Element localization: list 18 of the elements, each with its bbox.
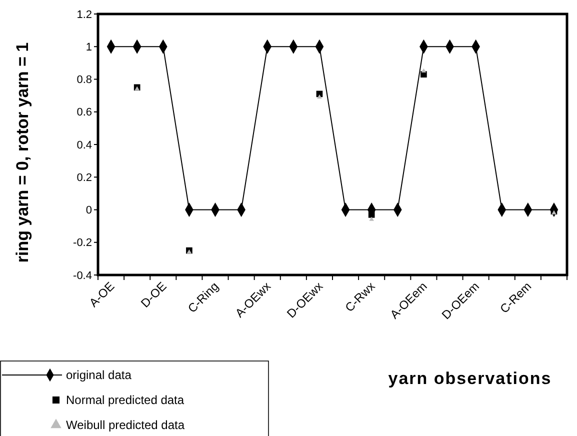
y-tick-label: 0	[86, 204, 92, 217]
y-tick-label: 0.6	[76, 106, 92, 119]
legend-label: original data	[66, 368, 132, 382]
y-tick-label: 0.8	[76, 74, 92, 86]
legend-label: Normal predicted data	[66, 393, 184, 408]
y-tick-label: -0.2	[73, 237, 92, 250]
point	[421, 68, 426, 72]
point	[317, 94, 322, 99]
y-tick-label: 1.2	[76, 8, 92, 21]
point	[369, 216, 374, 221]
x-axis-title: yarn observations	[388, 369, 552, 388]
y-tick-label: 0.4	[76, 139, 92, 152]
y-tick-label: -0.4	[73, 270, 92, 282]
legend-label: Weibull predicted data	[66, 418, 185, 432]
point	[368, 211, 375, 218]
y-tick-label: 1	[86, 41, 92, 54]
y-axis-title: ring yarn = 0, rotor yarn = 1	[13, 42, 32, 263]
y-tick-label: 0.2	[76, 172, 92, 184]
